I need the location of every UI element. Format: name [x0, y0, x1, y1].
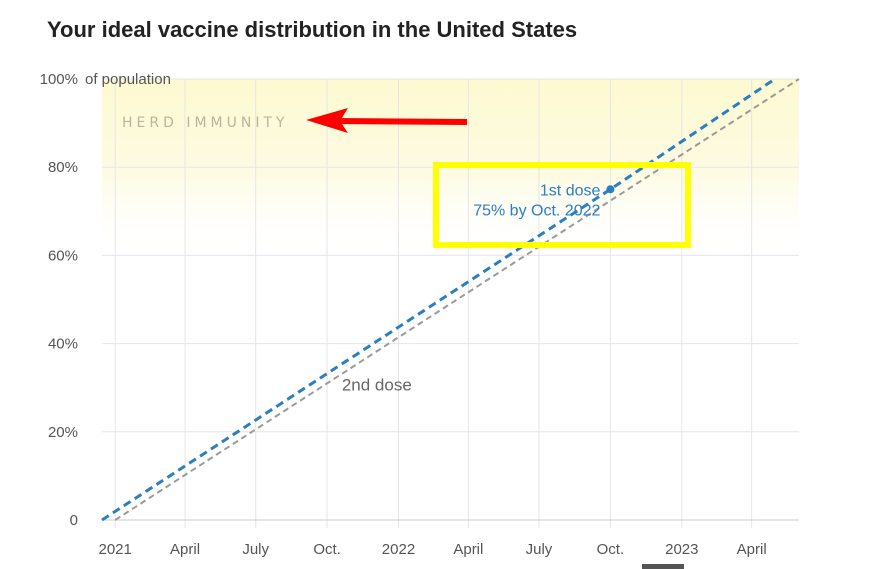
y-axis-labels: 0 20% 40% 60% 80% 100% of population [40, 71, 171, 529]
highlight-box [433, 162, 691, 248]
red-arrow-icon [306, 108, 468, 133]
y-tick-label: 40% [48, 336, 78, 353]
chart-title: Your ideal vaccine distribution in the U… [47, 17, 578, 42]
x-tick-label: April [170, 541, 200, 558]
first-dose-marker [606, 185, 615, 194]
x-tick-label: July [526, 541, 553, 558]
x-gridlines [114, 79, 753, 528]
herd-immunity-label: HERD IMMUNITY [122, 115, 289, 131]
series-line-1st-dose [101, 77, 776, 522]
x-tick-label: July [242, 541, 269, 558]
y-tick-label: 100% [40, 71, 78, 88]
scrollbar-thumb[interactable] [642, 564, 684, 569]
series-line-2nd-dose [114, 78, 800, 521]
x-tick-label: 2022 [382, 541, 415, 558]
x-tick-label: Oct. [313, 541, 341, 558]
annotation-1st-dose: 1st dose [540, 182, 601, 199]
y-tick-label: 60% [48, 247, 78, 264]
x-axis-labels: 2021 April July Oct. 2022 April July Oct. 2023 Ap… [99, 541, 767, 558]
x-tick-label: 2023 [665, 541, 698, 558]
annotation-1st-dose-value: 75% by Oct. 2022 [473, 202, 600, 219]
x-tick-label: Oct. [597, 541, 625, 558]
x-tick-label: April [453, 541, 483, 558]
y-tick-label: 20% [48, 424, 78, 441]
y-tick-label: 80% [48, 159, 78, 176]
y-tick-label: 0 [70, 512, 78, 529]
x-tick-label: 2021 [99, 541, 132, 558]
y-axis-unit-label: of population [85, 71, 171, 88]
x-tick-label: April [737, 541, 767, 558]
annotation-2nd-dose: 2nd dose [342, 376, 412, 395]
